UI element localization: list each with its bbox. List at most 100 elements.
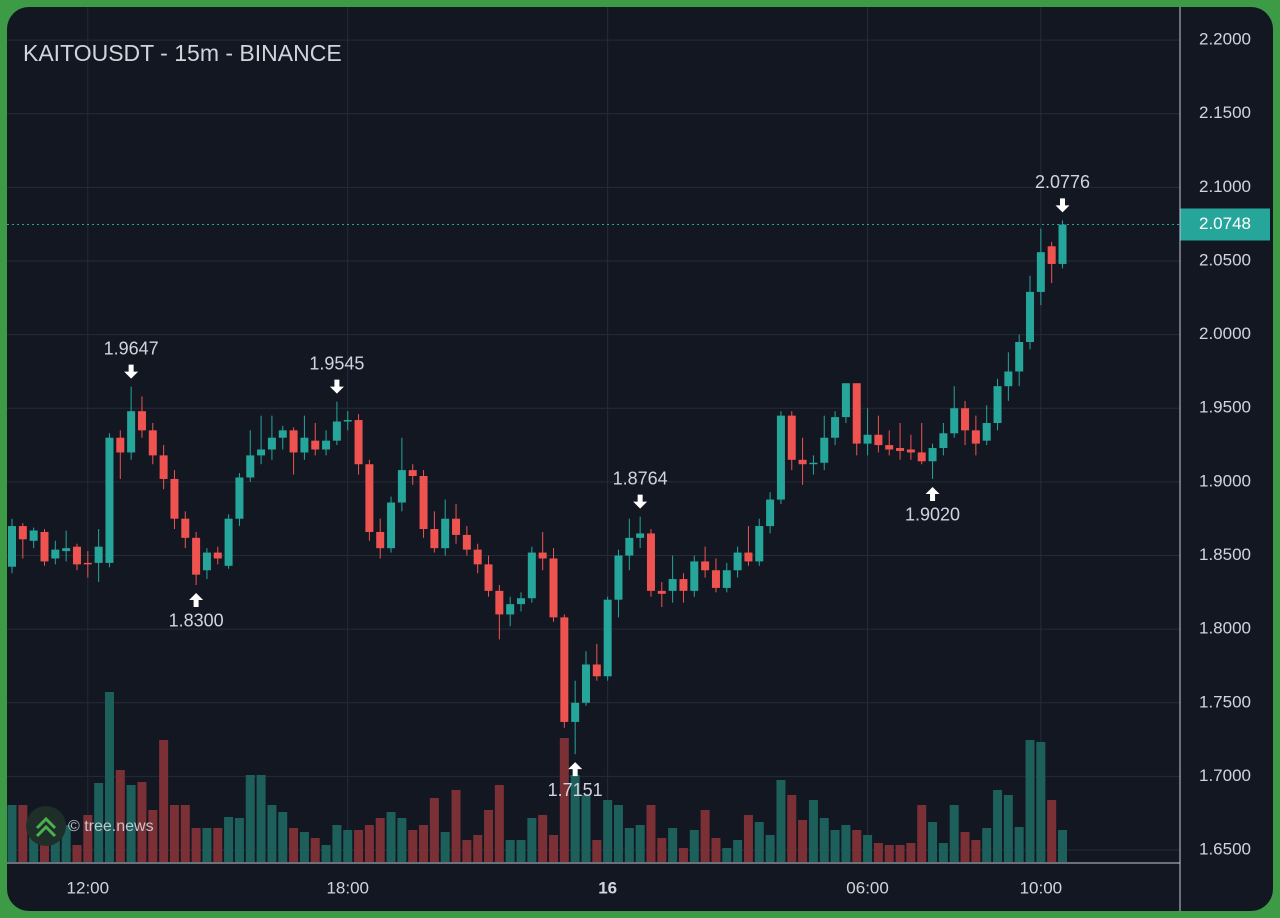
volume-bar bbox=[906, 843, 916, 862]
candle-body bbox=[766, 499, 775, 527]
last-price-label: 2.0748 bbox=[1199, 214, 1251, 233]
annotation-arrow bbox=[189, 592, 204, 607]
annotation-arrow bbox=[925, 486, 940, 501]
volume-bar bbox=[895, 845, 905, 862]
volume-bar bbox=[928, 822, 938, 862]
x-tick-label: 18:00 bbox=[326, 878, 369, 897]
volume-bar bbox=[408, 830, 418, 862]
volume-bar bbox=[289, 828, 299, 862]
candle-body bbox=[679, 579, 688, 591]
volume-bar bbox=[484, 810, 494, 862]
volume-bar bbox=[819, 818, 829, 862]
candle-body bbox=[29, 530, 38, 541]
volume-bar bbox=[1058, 830, 1068, 862]
candle-body bbox=[506, 604, 515, 615]
volume-bar bbox=[700, 810, 710, 862]
candle-body bbox=[874, 434, 883, 446]
volume-bar bbox=[83, 815, 93, 862]
candle-body bbox=[484, 564, 493, 591]
candle-body bbox=[1015, 341, 1024, 372]
chart-title: KAITOUSDT - 15m - BINANCE bbox=[23, 40, 342, 66]
y-tick-label: 2.1000 bbox=[1199, 177, 1251, 196]
volume-bar bbox=[419, 825, 429, 862]
candle-body bbox=[387, 502, 396, 549]
candle-body bbox=[517, 598, 526, 605]
candle-body bbox=[1047, 246, 1056, 264]
volume-bar bbox=[722, 848, 732, 862]
last-price-box bbox=[1180, 208, 1270, 241]
volume-bar bbox=[104, 692, 114, 862]
candle-body bbox=[961, 408, 970, 431]
volume-bar bbox=[429, 798, 439, 862]
volume-bar bbox=[494, 785, 504, 862]
volume-bar bbox=[137, 782, 147, 862]
volume-bar bbox=[668, 828, 678, 862]
volume-bar bbox=[938, 843, 948, 862]
candle-body bbox=[18, 526, 27, 540]
volume-bar bbox=[440, 832, 450, 862]
candle-body bbox=[776, 415, 785, 500]
candle-body bbox=[83, 562, 92, 565]
candle-body bbox=[116, 437, 125, 453]
candle-body bbox=[657, 590, 666, 594]
candle-body bbox=[419, 476, 428, 530]
volume-bar bbox=[256, 775, 266, 862]
annotation-label: 1.8300 bbox=[169, 611, 224, 631]
volume-bar bbox=[733, 840, 743, 862]
volume-bar bbox=[180, 805, 190, 862]
volume-bar bbox=[798, 820, 808, 862]
candle-body bbox=[982, 422, 991, 441]
volume-bar bbox=[148, 810, 158, 862]
candle-body bbox=[213, 552, 222, 559]
candle-body bbox=[105, 437, 114, 563]
overlay-layer: 2.0748 1.9647 1.8300 1.9545 1.7151 1.8764 1.90… bbox=[7, 172, 1270, 800]
candle-body bbox=[560, 617, 569, 722]
candle-body bbox=[224, 518, 233, 566]
candle-body bbox=[365, 464, 374, 532]
y-tick-label: 1.6500 bbox=[1199, 840, 1251, 859]
candle-body bbox=[896, 448, 905, 451]
volume-bar bbox=[267, 805, 277, 862]
candle-body bbox=[300, 437, 309, 453]
x-tick-label: 06:00 bbox=[846, 878, 889, 897]
volume-bar bbox=[94, 783, 104, 862]
volume-bar bbox=[754, 822, 764, 862]
candle-body bbox=[950, 408, 959, 434]
volume-bar bbox=[354, 830, 364, 862]
y-tick-label: 1.8500 bbox=[1199, 545, 1251, 564]
volume-bar bbox=[873, 843, 883, 862]
candle-body bbox=[322, 440, 331, 450]
volume-bar bbox=[1025, 740, 1035, 862]
candle-body bbox=[170, 478, 179, 519]
volume-bar bbox=[126, 785, 136, 862]
candle-body bbox=[733, 552, 742, 571]
candle-body bbox=[809, 462, 818, 465]
annotation-arrow bbox=[633, 494, 648, 509]
candle-body bbox=[592, 664, 601, 677]
volume-bar bbox=[852, 830, 862, 862]
y-tick-label: 1.7000 bbox=[1199, 766, 1251, 785]
volume-bar bbox=[635, 825, 645, 862]
candle-body bbox=[257, 449, 266, 456]
candle-body bbox=[603, 599, 612, 677]
candle-body bbox=[636, 533, 645, 538]
candle-body bbox=[278, 430, 287, 438]
volume-bar bbox=[993, 790, 1003, 862]
candle-body bbox=[8, 526, 16, 567]
volume-bar bbox=[657, 838, 667, 862]
volume-bar bbox=[884, 845, 894, 862]
candle-body bbox=[614, 555, 623, 600]
annotation-arrow bbox=[124, 364, 139, 379]
candle-body bbox=[852, 383, 861, 444]
volume-bar bbox=[971, 840, 981, 862]
volume-bar bbox=[711, 838, 721, 862]
logo-mark bbox=[35, 816, 57, 838]
volume-bar bbox=[1036, 742, 1046, 862]
candle-body bbox=[581, 664, 590, 703]
annotation-label: 1.9545 bbox=[309, 353, 364, 373]
volume-bar bbox=[787, 795, 797, 862]
volume-bar bbox=[7, 805, 17, 862]
volume-bar bbox=[18, 805, 28, 862]
